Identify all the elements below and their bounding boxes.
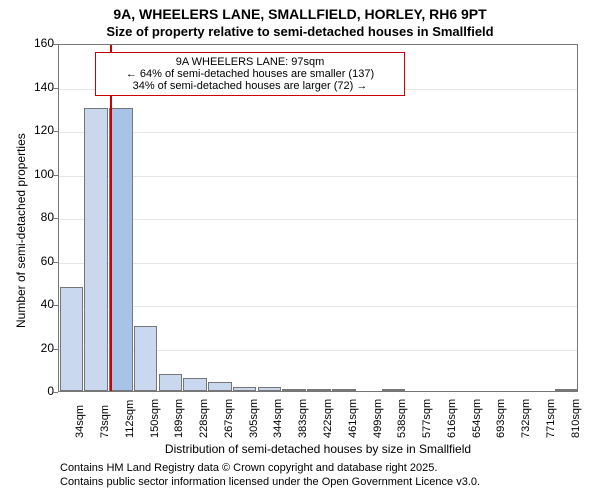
x-tick-label: 344sqm (272, 399, 284, 438)
bar (208, 382, 232, 391)
bar (258, 387, 282, 391)
y-tick-label: 0 (14, 384, 54, 398)
annotation-line1: 9A WHEELERS LANE: 97sqm (102, 56, 398, 68)
bar (134, 326, 158, 391)
bar (332, 389, 356, 391)
bar (233, 387, 257, 391)
x-tick-label: 693sqm (495, 399, 507, 438)
x-tick-label: 771sqm (545, 399, 557, 438)
annotation-line3: 34% of semi-detached houses are larger (… (102, 80, 398, 92)
x-tick-label: 499sqm (372, 399, 384, 438)
x-tick-label: 577sqm (421, 399, 433, 438)
y-tick-label: 20 (14, 341, 54, 355)
x-tick-label: 34sqm (74, 405, 86, 438)
bar (382, 389, 406, 391)
x-tick-label: 228sqm (198, 399, 210, 438)
bar (282, 389, 306, 391)
x-tick-label: 616sqm (446, 399, 458, 438)
x-tick-label: 383sqm (297, 399, 309, 438)
x-tick-label: 538sqm (396, 399, 408, 438)
x-tick-label: 73sqm (99, 405, 111, 438)
annotation-box: 9A WHEELERS LANE: 97sqm← 64% of semi-det… (95, 52, 405, 96)
bar (60, 287, 84, 391)
x-tick-label: 810sqm (570, 399, 582, 438)
y-tick-label: 120 (14, 123, 54, 137)
chart-subtitle: Size of property relative to semi-detach… (0, 24, 600, 39)
y-tick-label: 60 (14, 254, 54, 268)
reference-line (110, 45, 112, 391)
plot-area (58, 44, 578, 392)
attribution-line-1: Contains HM Land Registry data © Crown c… (60, 462, 437, 474)
bar (555, 389, 579, 391)
x-tick-label: 150sqm (149, 399, 161, 438)
y-tick-label: 100 (14, 167, 54, 181)
x-tick-label: 189sqm (173, 399, 185, 438)
bar (159, 374, 183, 391)
x-tick-label: 732sqm (520, 399, 532, 438)
bar (109, 108, 133, 391)
x-tick-label: 112sqm (124, 400, 136, 438)
x-tick-label: 461sqm (347, 399, 359, 438)
x-tick-label: 422sqm (322, 399, 334, 438)
annotation-line2: ← 64% of semi-detached houses are smalle… (102, 68, 398, 80)
chart-title: 9A, WHEELERS LANE, SMALLFIELD, HORLEY, R… (0, 6, 600, 22)
x-axis-label: Distribution of semi-detached houses by … (58, 442, 578, 456)
y-tick-label: 140 (14, 80, 54, 94)
y-tick-label: 80 (14, 210, 54, 224)
bar (183, 378, 207, 391)
x-tick-label: 267sqm (223, 399, 235, 438)
y-tick-label: 160 (14, 36, 54, 50)
attribution-line-2: Contains public sector information licen… (60, 476, 480, 488)
x-tick-label: 654sqm (471, 399, 483, 438)
bar (307, 389, 331, 391)
y-tick-label: 40 (14, 297, 54, 311)
bar (84, 108, 108, 391)
x-tick-label: 305sqm (248, 399, 260, 438)
